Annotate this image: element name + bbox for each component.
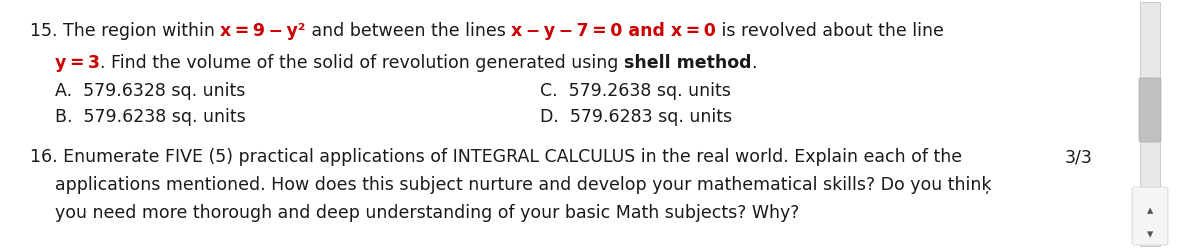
- Text: 16. Enumerate FIVE (5) practical applications of INTEGRAL CALCULUS in the real w: 16. Enumerate FIVE (5) practical applica…: [30, 148, 962, 166]
- Text: .: .: [751, 54, 757, 72]
- Text: ▴: ▴: [1147, 204, 1153, 217]
- Text: C.  579.2638 sq. units: C. 579.2638 sq. units: [540, 82, 731, 100]
- Text: A.  579.6328 sq. units: A. 579.6328 sq. units: [55, 82, 245, 100]
- Text: ▾: ▾: [1147, 228, 1153, 241]
- Text: you need more thorough and deep understanding of your basic Math subjects? Why?: you need more thorough and deep understa…: [55, 204, 799, 222]
- Text: 3/3: 3/3: [1066, 148, 1093, 166]
- Text: D.  579.6283 sq. units: D. 579.6283 sq. units: [540, 108, 732, 126]
- Text: and between the lines: and between the lines: [306, 22, 511, 40]
- Text: x − y − 7 = 0 and x = 0: x − y − 7 = 0 and x = 0: [511, 22, 716, 40]
- FancyBboxPatch shape: [1139, 78, 1162, 142]
- Text: y = 3: y = 3: [55, 54, 100, 72]
- Text: shell method: shell method: [624, 54, 751, 72]
- Text: applications mentioned. How does this subject nurture and develop your mathemati: applications mentioned. How does this su…: [55, 176, 991, 194]
- Text: B.  579.6238 sq. units: B. 579.6238 sq. units: [55, 108, 246, 126]
- Text: . Find the volume of the solid of revolution generated using: . Find the volume of the solid of revolu…: [100, 54, 624, 72]
- FancyBboxPatch shape: [1140, 2, 1160, 246]
- FancyBboxPatch shape: [1132, 187, 1168, 245]
- Text: x = 9 − y²: x = 9 − y²: [221, 22, 306, 40]
- Text: is revolved about the line: is revolved about the line: [716, 22, 944, 40]
- Text: 15. The region within: 15. The region within: [30, 22, 221, 40]
